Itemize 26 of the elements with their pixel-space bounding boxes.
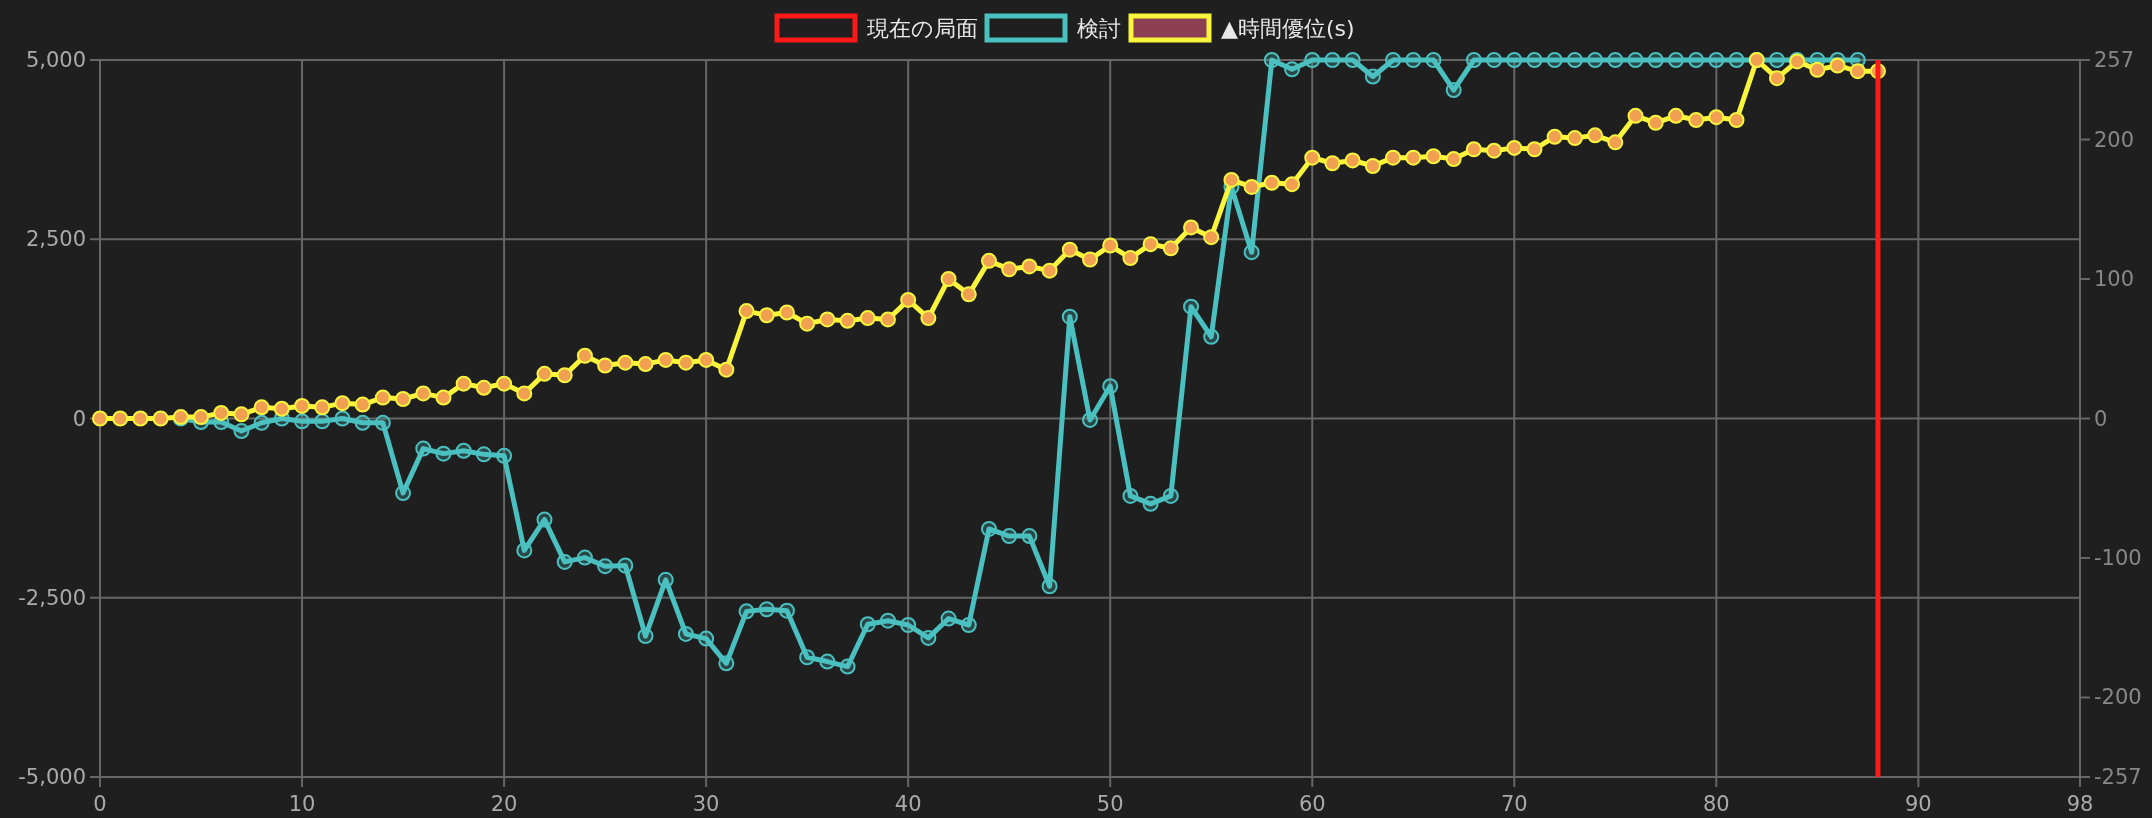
y2-tick-label: 257 [2094, 48, 2135, 72]
x-tick-label: 10 [288, 792, 316, 816]
x-tick-label: 80 [1702, 792, 1730, 816]
x-tick-label: 40 [894, 792, 922, 816]
y2-tick-label: -257 [2094, 765, 2142, 789]
x-tick-label: 0 [93, 792, 107, 816]
legend-label: 検討 [1077, 16, 1121, 41]
y2-tick-label: 200 [2094, 127, 2135, 152]
y-tick-label: -5,000 [18, 765, 86, 789]
x-tick-label: 50 [1096, 792, 1124, 816]
x-tick-label: 20 [490, 792, 518, 816]
y-tick-label: 0 [72, 406, 86, 431]
y-tick-label: -2,500 [18, 585, 86, 610]
y-tick-label: 5,000 [25, 48, 86, 72]
y-tick-label: 2,500 [25, 227, 86, 252]
legend-label: 現在の局面 [867, 16, 978, 41]
y2-tick-label: 0 [2094, 406, 2108, 431]
y2-tick-label: -200 [2094, 685, 2142, 710]
x-tick-label: 98 [2066, 792, 2094, 816]
legend-label: ▲時間優位(s) [1221, 16, 1355, 41]
x-tick-label: 60 [1298, 792, 1326, 816]
x-tick-label: 90 [1905, 792, 1932, 816]
y2-tick-label: -100 [2094, 545, 2142, 570]
y2-tick-label: 100 [2094, 267, 2135, 292]
x-tick-label: 30 [692, 792, 720, 816]
x-tick-label: 70 [1500, 792, 1528, 816]
